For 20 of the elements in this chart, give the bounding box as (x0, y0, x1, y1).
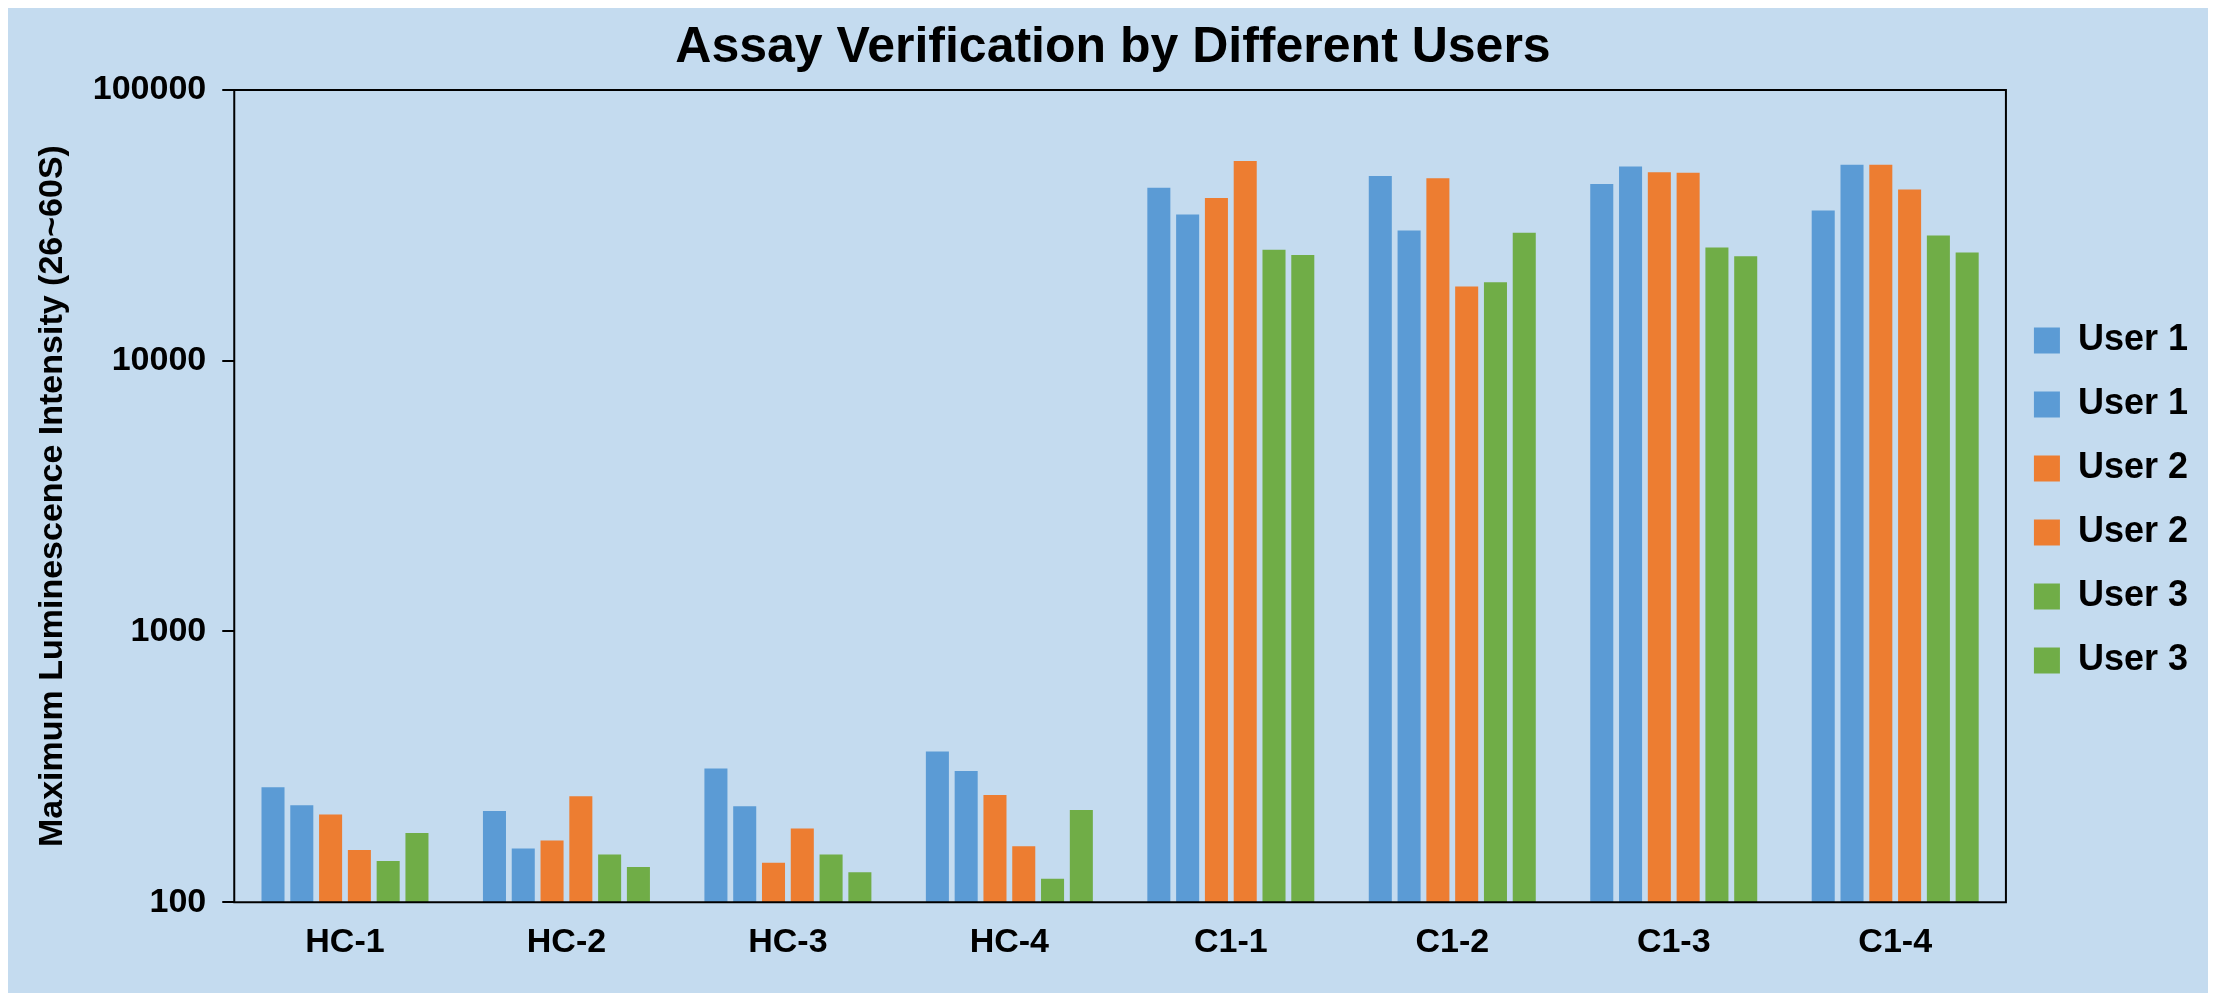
legend-label: User 2 (2077, 445, 2188, 487)
legend-label: User 3 (2077, 637, 2188, 679)
legend-label: User 1 (2077, 381, 2188, 423)
x-tick-label: C1-4 (1858, 920, 1933, 959)
legend-label: User 2 (2077, 509, 2188, 551)
x-tick-label: HC-2 (526, 920, 607, 959)
y-tick-label: 10000 (111, 339, 207, 378)
x-tick-label: HC-3 (748, 920, 828, 959)
x-tick-label: HC-1 (305, 920, 385, 959)
x-tick-label: C1-1 (1193, 920, 1268, 959)
x-tick-label: C1-3 (1636, 920, 1711, 959)
x-tick-label: HC-4 (969, 920, 1050, 959)
y-tick-label: 1000 (130, 609, 207, 648)
chart-title: Assay Verification by Different Users (675, 16, 1551, 73)
y-tick-label: 100000 (92, 68, 207, 107)
y-tick-label: 100 (149, 880, 207, 919)
legend-label: User 3 (2077, 573, 2188, 615)
x-tick-label: C1-2 (1415, 920, 1490, 959)
y-axis-title: Maximum Luminescence Intensity (26~60S) (30, 145, 69, 848)
legend-label: User 1 (2077, 317, 2188, 359)
